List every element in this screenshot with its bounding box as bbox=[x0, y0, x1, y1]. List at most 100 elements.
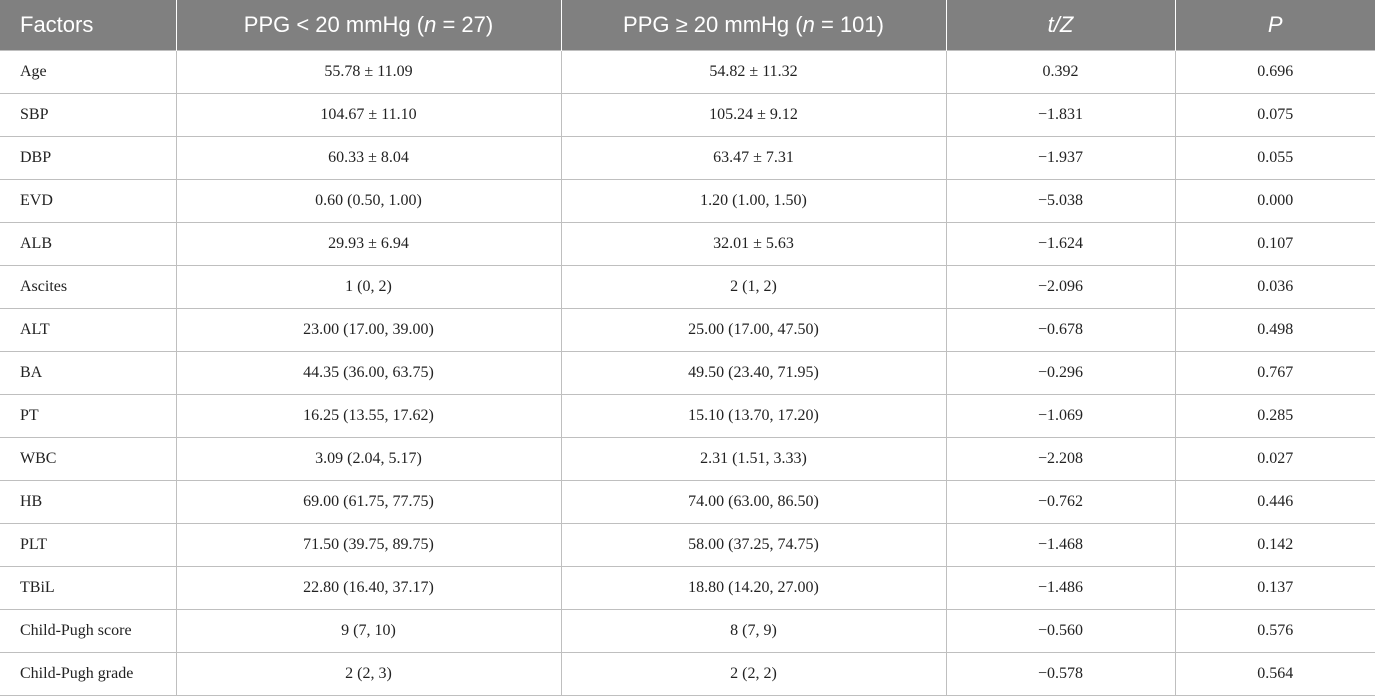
cell-group-low-ppg: 3.09 (2.04, 5.17) bbox=[175, 436, 562, 481]
header-statistic: t/Z bbox=[946, 0, 1176, 50]
cell-factor: EVD bbox=[0, 178, 177, 223]
cell-factor: Child-Pugh grade bbox=[0, 651, 177, 696]
cell-group-low-ppg: 60.33 ± 8.04 bbox=[175, 135, 562, 180]
cell-p-value: 0.696 bbox=[1174, 49, 1375, 94]
cell-group-high-ppg: 105.24 ± 9.12 bbox=[560, 92, 947, 137]
cell-factor: ALT bbox=[0, 307, 177, 352]
cell-factor: Child-Pugh score bbox=[0, 608, 177, 653]
table-body: Age 55.78 ± 11.09 54.82 ± 11.32 0.392 0.696 S… bbox=[0, 49, 1375, 696]
cell-group-high-ppg: 63.47 ± 7.31 bbox=[560, 135, 947, 180]
cell-group-low-ppg: 1 (0, 2) bbox=[175, 264, 562, 309]
cell-statistic: −2.096 bbox=[945, 264, 1176, 309]
cell-group-high-ppg: 74.00 (63.00, 86.50) bbox=[560, 479, 947, 524]
cell-p-value: 0.285 bbox=[1174, 393, 1375, 438]
header-group-low-ppg-pre: PPG < 20 mmHg ( bbox=[243, 11, 425, 37]
table-row: HB 69.00 (61.75, 77.75) 74.00 (63.00, 86.5… bbox=[0, 479, 1375, 524]
header-group-low-ppg-n: n bbox=[424, 11, 437, 37]
cell-factor: Age bbox=[0, 49, 177, 94]
cell-group-low-ppg: 44.35 (36.00, 63.75) bbox=[175, 350, 562, 395]
cell-group-high-ppg: 18.80 (14.20, 27.00) bbox=[560, 565, 947, 610]
cell-statistic: −0.678 bbox=[945, 307, 1176, 352]
cell-statistic: −0.578 bbox=[945, 651, 1176, 696]
cell-statistic: −1.937 bbox=[945, 135, 1176, 180]
cell-factor: BA bbox=[0, 350, 177, 395]
cell-factor: SBP bbox=[0, 92, 177, 137]
table-row: Child-Pugh score 9 (7, 10) 8 (7, 9) −0.560 0… bbox=[0, 608, 1375, 653]
cell-factor: ALB bbox=[0, 221, 177, 266]
table-row: Ascites 1 (0, 2) 2 (1, 2) −2.096 0.036 bbox=[0, 264, 1375, 309]
cell-group-low-ppg: 9 (7, 10) bbox=[175, 608, 562, 653]
cell-p-value: 0.142 bbox=[1174, 522, 1375, 567]
cell-p-value: 0.107 bbox=[1174, 221, 1375, 266]
table-row: Child-Pugh grade 2 (2, 3) 2 (2, 2) −0.578 0.… bbox=[0, 651, 1375, 696]
cell-p-value: 0.767 bbox=[1174, 350, 1375, 395]
table-row: PT 16.25 (13.55, 17.62) 15.10 (13.70, 17.2… bbox=[0, 393, 1375, 438]
cell-statistic: −1.486 bbox=[945, 565, 1176, 610]
cell-p-value: 0.137 bbox=[1174, 565, 1375, 610]
cell-group-low-ppg: 0.60 (0.50, 1.00) bbox=[175, 178, 562, 223]
cell-statistic: −1.468 bbox=[945, 522, 1176, 567]
table-row: DBP 60.33 ± 8.04 63.47 ± 7.31 −1.937 0.055 bbox=[0, 135, 1375, 180]
cell-group-high-ppg: 2 (2, 2) bbox=[560, 651, 947, 696]
cell-factor: Ascites bbox=[0, 264, 177, 309]
cell-p-value: 0.027 bbox=[1174, 436, 1375, 481]
cell-group-low-ppg: 29.93 ± 6.94 bbox=[175, 221, 562, 266]
cell-factor: PT bbox=[0, 393, 177, 438]
cell-group-high-ppg: 15.10 (13.70, 17.20) bbox=[560, 393, 947, 438]
cell-statistic: −1.069 bbox=[945, 393, 1176, 438]
cell-group-high-ppg: 54.82 ± 11.32 bbox=[560, 49, 947, 94]
cell-statistic: −1.624 bbox=[945, 221, 1176, 266]
cell-p-value: 0.000 bbox=[1174, 178, 1375, 223]
table-header-row: Factors PPG < 20 mmHg (n = 27) PPG ≥ 20 … bbox=[0, 0, 1375, 50]
table-row: Age 55.78 ± 11.09 54.82 ± 11.32 0.392 0.696 bbox=[0, 49, 1375, 94]
cell-factor: DBP bbox=[0, 135, 177, 180]
cell-p-value: 0.564 bbox=[1174, 651, 1375, 696]
cell-statistic: 0.392 bbox=[945, 49, 1176, 94]
cell-group-low-ppg: 2 (2, 3) bbox=[175, 651, 562, 696]
cell-group-high-ppg: 58.00 (37.25, 74.75) bbox=[560, 522, 947, 567]
cell-group-low-ppg: 55.78 ± 11.09 bbox=[175, 49, 562, 94]
cell-factor: WBC bbox=[0, 436, 177, 481]
cell-group-low-ppg: 69.00 (61.75, 77.75) bbox=[175, 479, 562, 524]
header-group-high-ppg-pre: PPG ≥ 20 mmHg ( bbox=[623, 11, 803, 37]
cell-group-low-ppg: 104.67 ± 11.10 bbox=[175, 92, 562, 137]
cell-statistic: −0.560 bbox=[945, 608, 1176, 653]
table-row: PLT 71.50 (39.75, 89.75) 58.00 (37.25, 74.… bbox=[0, 522, 1375, 567]
cell-factor: PLT bbox=[0, 522, 177, 567]
cell-group-low-ppg: 22.80 (16.40, 37.17) bbox=[175, 565, 562, 610]
table-row: ALB 29.93 ± 6.94 32.01 ± 5.63 −1.624 0.107 bbox=[0, 221, 1375, 266]
table-row: SBP 104.67 ± 11.10 105.24 ± 9.12 −1.831 0.07… bbox=[0, 92, 1375, 137]
cell-group-low-ppg: 16.25 (13.55, 17.62) bbox=[175, 393, 562, 438]
table-row: BA 44.35 (36.00, 63.75) 49.50 (23.40, 71.9… bbox=[0, 350, 1375, 395]
cell-p-value: 0.055 bbox=[1174, 135, 1375, 180]
cell-statistic: −1.831 bbox=[945, 92, 1176, 137]
header-factors: Factors bbox=[0, 0, 177, 50]
cell-group-low-ppg: 71.50 (39.75, 89.75) bbox=[175, 522, 562, 567]
header-group-high-ppg-post: = 101) bbox=[814, 11, 884, 37]
header-group-high-ppg: PPG ≥ 20 mmHg (n = 101) bbox=[561, 0, 947, 50]
header-group-low-ppg-post: = 27) bbox=[436, 11, 494, 37]
cell-p-value: 0.075 bbox=[1174, 92, 1375, 137]
cell-p-value: 0.036 bbox=[1174, 264, 1375, 309]
cell-statistic: −2.208 bbox=[945, 436, 1176, 481]
table-row: TBiL 22.80 (16.40, 37.17) 18.80 (14.20, 27… bbox=[0, 565, 1375, 610]
table-row: EVD 0.60 (0.50, 1.00) 1.20 (1.00, 1.50) −5.… bbox=[0, 178, 1375, 223]
cell-group-low-ppg: 23.00 (17.00, 39.00) bbox=[175, 307, 562, 352]
cell-p-value: 0.498 bbox=[1174, 307, 1375, 352]
cell-group-high-ppg: 25.00 (17.00, 47.50) bbox=[560, 307, 947, 352]
cell-group-high-ppg: 32.01 ± 5.63 bbox=[560, 221, 947, 266]
cell-group-high-ppg: 2.31 (1.51, 3.33) bbox=[560, 436, 947, 481]
cell-group-high-ppg: 2 (1, 2) bbox=[560, 264, 947, 309]
cell-group-high-ppg: 49.50 (23.40, 71.95) bbox=[560, 350, 947, 395]
cell-p-value: 0.576 bbox=[1174, 608, 1375, 653]
header-group-high-ppg-n: n bbox=[802, 11, 815, 37]
cell-statistic: −5.038 bbox=[945, 178, 1176, 223]
table-row: WBC 3.09 (2.04, 5.17) 2.31 (1.51, 3.33) −2.… bbox=[0, 436, 1375, 481]
header-group-low-ppg: PPG < 20 mmHg (n = 27) bbox=[176, 0, 562, 50]
cell-group-high-ppg: 1.20 (1.00, 1.50) bbox=[560, 178, 947, 223]
cell-statistic: −0.296 bbox=[945, 350, 1176, 395]
header-p-value: P bbox=[1267, 11, 1283, 37]
cell-statistic: −0.762 bbox=[945, 479, 1176, 524]
